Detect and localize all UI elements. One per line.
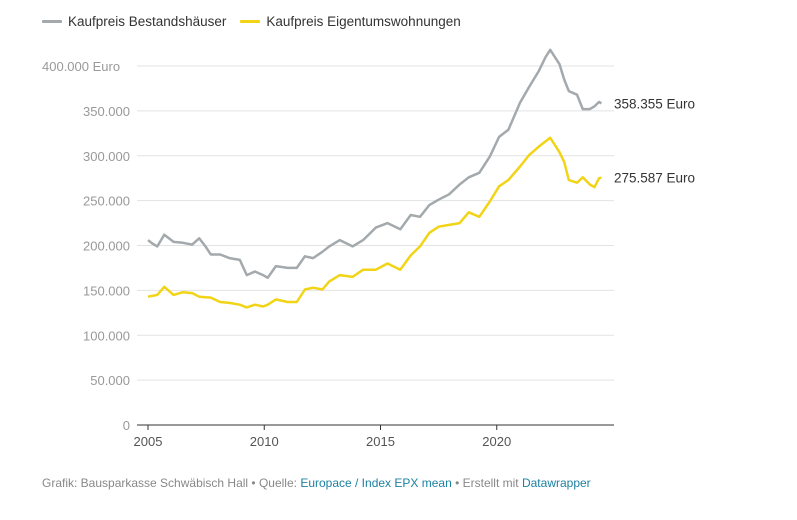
source-link[interactable]: Europace / Index EPX mean xyxy=(300,476,452,490)
end-value-label: 358.355 Euro xyxy=(614,96,695,111)
series-line-bestandshaeuser xyxy=(147,48,603,280)
y-tick-label: 250.000 xyxy=(83,194,130,209)
legend-label: Kaufpreis Bestandshäuser xyxy=(68,14,227,29)
y-tick-label: 50.000 xyxy=(90,373,130,388)
y-tick-label: 200.000 xyxy=(83,239,130,254)
y-tick-label: 350.000 xyxy=(83,104,130,119)
footer-credits: Grafik: Bausparkasse Schwäbisch Hall • Q… xyxy=(42,476,591,490)
legend-label: Kaufpreis Eigentumswohnungen xyxy=(266,14,461,29)
datawrapper-link[interactable]: Datawrapper xyxy=(521,476,591,490)
x-tick-label: 2010 xyxy=(250,434,279,449)
x-tick-label: 2015 xyxy=(366,434,395,449)
legend-swatch xyxy=(240,20,261,23)
end-value-label: 275.587 Euro xyxy=(614,171,695,186)
y-tick-label: 100.000 xyxy=(83,328,130,343)
y-tick-label: 150.000 xyxy=(83,283,130,298)
y-tick-label: 0 xyxy=(123,418,130,433)
y-tick-label: 300.000 xyxy=(83,149,130,164)
y-tick-label: 400.000 Euro xyxy=(42,59,120,74)
series-line-eigentumswohnungen xyxy=(147,136,602,309)
legend-swatch xyxy=(42,20,62,23)
footer-text: • Erstellt mit xyxy=(451,476,522,490)
x-tick-label: 2020 xyxy=(482,434,511,449)
legend-item-bestandshaeuser: Kaufpreis Bestandshäuser xyxy=(42,14,226,29)
legend: Kaufpreis Bestandshäuser Kaufpreis Eigen… xyxy=(42,14,461,29)
legend-item-eigentumswohnungen: Kaufpreis Eigentumswohnungen xyxy=(240,14,461,29)
footer-text: Grafik: Bausparkasse Schwäbisch Hall • Q… xyxy=(42,476,301,490)
x-tick-label: 2005 xyxy=(134,434,163,449)
